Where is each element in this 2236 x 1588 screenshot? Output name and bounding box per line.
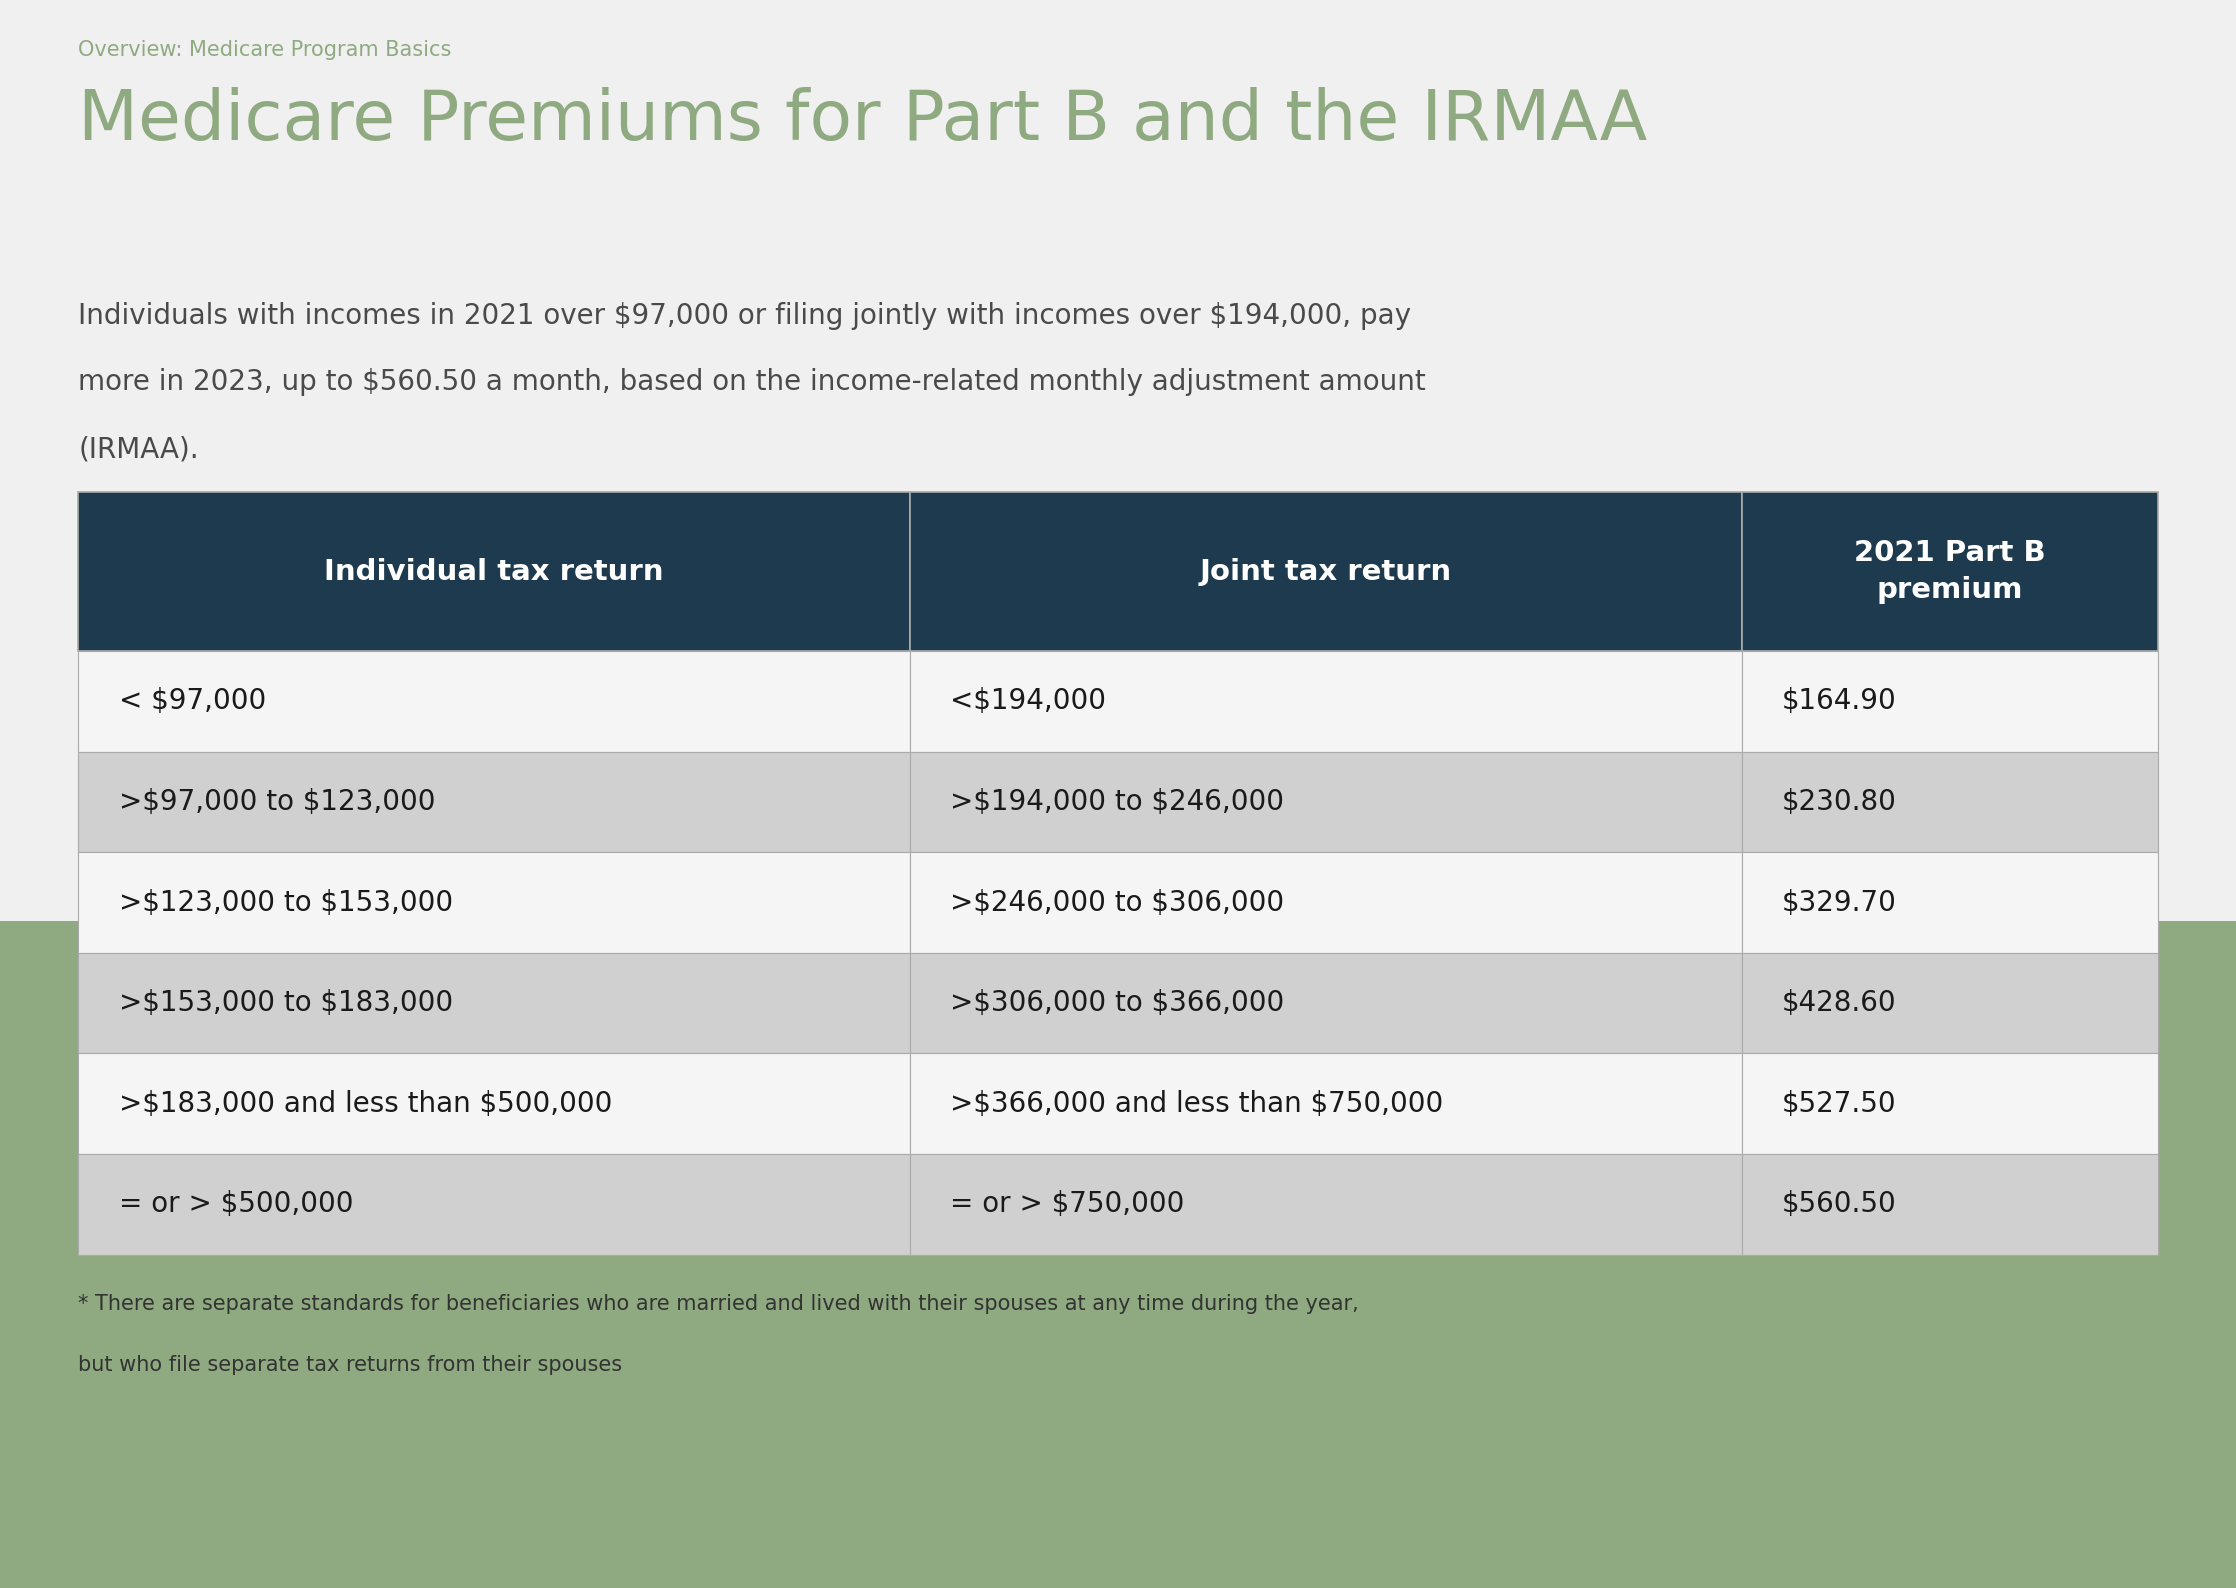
Text: >\$97,000 to \$123,000: >\$97,000 to \$123,000 — [119, 788, 436, 816]
Text: (IRMAA).: (IRMAA). — [78, 435, 199, 464]
Bar — [1742, 1154, 2158, 1255]
Text: >\$366,000 and less than \$750,000: >\$366,000 and less than \$750,000 — [950, 1089, 1444, 1118]
Bar — [910, 751, 1742, 853]
Bar — [78, 953, 910, 1053]
Bar — [0, 0, 2236, 921]
Text: Individuals with incomes in 2021 over \$97,000 or filing jointly with incomes ov: Individuals with incomes in 2021 over \$… — [78, 302, 1411, 330]
Text: * There are separate standards for beneficiaries who are married and lived with : * There are separate standards for benef… — [78, 1294, 1359, 1315]
Text: < \$97,000: < \$97,000 — [119, 688, 266, 715]
Text: Individual tax return: Individual tax return — [324, 557, 664, 586]
Bar — [78, 1053, 910, 1154]
Text: more in 2023, up to \$560.50 a month, based on the income-related monthly adjust: more in 2023, up to \$560.50 a month, ba… — [78, 368, 1427, 397]
Text: <\$194,000: <\$194,000 — [950, 688, 1107, 715]
Text: >\$183,000 and less than \$500,000: >\$183,000 and less than \$500,000 — [119, 1089, 613, 1118]
Text: >\$246,000 to \$306,000: >\$246,000 to \$306,000 — [950, 889, 1283, 916]
Text: \$428.60: \$428.60 — [1782, 989, 1896, 1016]
Text: \$560.50: \$560.50 — [1782, 1191, 1896, 1218]
Text: but who file separate tax returns from their spouses: but who file separate tax returns from t… — [78, 1355, 622, 1375]
Bar — [910, 651, 1742, 751]
Text: \$329.70: \$329.70 — [1782, 889, 1896, 916]
Text: \$527.50: \$527.50 — [1782, 1089, 1896, 1118]
Bar — [910, 492, 1742, 651]
Text: >\$194,000 to \$246,000: >\$194,000 to \$246,000 — [950, 788, 1283, 816]
Bar — [78, 1154, 910, 1255]
Bar — [1742, 953, 2158, 1053]
Text: Medicare Premiums for Part B and the IRMAA: Medicare Premiums for Part B and the IRM… — [78, 87, 1648, 154]
Bar — [78, 751, 910, 853]
Bar — [1742, 1053, 2158, 1154]
Text: = or > \$500,000: = or > \$500,000 — [119, 1191, 353, 1218]
Bar — [78, 853, 910, 953]
Text: Overview: Medicare Program Basics: Overview: Medicare Program Basics — [78, 40, 452, 60]
Bar — [1742, 492, 2158, 651]
Text: 2021 Part B
premium: 2021 Part B premium — [1854, 540, 2046, 603]
Bar — [78, 492, 910, 651]
Bar — [910, 953, 1742, 1053]
Bar — [910, 1053, 1742, 1154]
Text: >\$123,000 to \$153,000: >\$123,000 to \$153,000 — [119, 889, 452, 916]
Text: >\$306,000 to \$366,000: >\$306,000 to \$366,000 — [950, 989, 1283, 1016]
Text: \$230.80: \$230.80 — [1782, 788, 1896, 816]
Text: >\$153,000 to \$183,000: >\$153,000 to \$183,000 — [119, 989, 452, 1016]
Bar — [1742, 853, 2158, 953]
Bar — [910, 1154, 1742, 1255]
Text: Joint tax return: Joint tax return — [1201, 557, 1451, 586]
Text: = or > \$750,000: = or > \$750,000 — [950, 1191, 1185, 1218]
Bar — [910, 853, 1742, 953]
Bar — [1742, 751, 2158, 853]
Bar — [78, 651, 910, 751]
Text: \$164.90: \$164.90 — [1782, 688, 1896, 715]
Bar — [1742, 651, 2158, 751]
Bar — [0, 921, 2236, 1588]
